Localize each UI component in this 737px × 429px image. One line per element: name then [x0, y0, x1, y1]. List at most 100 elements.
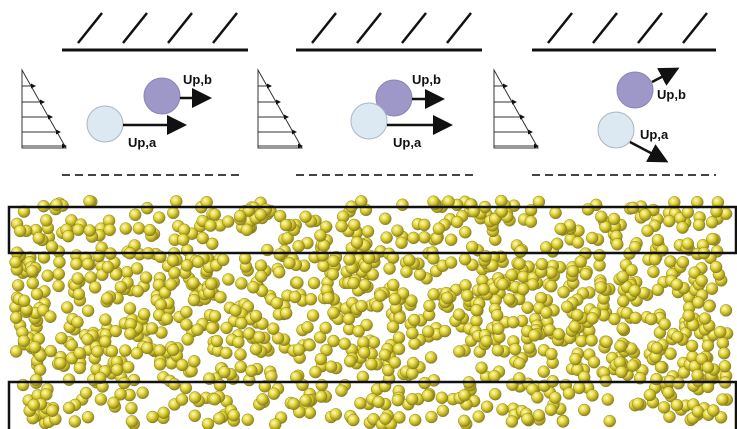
sphere	[99, 313, 112, 326]
sphere	[537, 365, 550, 378]
sphere	[205, 321, 219, 335]
top-wall	[296, 12, 482, 52]
sphere	[495, 195, 508, 208]
sphere	[44, 310, 57, 323]
sphere	[280, 306, 293, 320]
sphere	[459, 279, 472, 292]
sphere	[180, 305, 193, 319]
sphere	[544, 403, 558, 417]
sphere	[71, 272, 85, 285]
sphere	[571, 308, 584, 322]
sphere	[160, 312, 174, 326]
sphere	[706, 232, 719, 246]
sphere	[441, 291, 454, 305]
sphere	[477, 283, 490, 296]
sphere	[180, 259, 194, 272]
sphere	[366, 268, 379, 281]
sphere	[379, 212, 392, 225]
sphere	[672, 377, 685, 390]
sphere	[458, 389, 471, 402]
particle-a	[86, 105, 124, 143]
sphere	[521, 412, 534, 426]
sphere	[467, 205, 480, 218]
sphere	[587, 355, 601, 369]
sphere	[445, 233, 458, 246]
sphere	[166, 343, 180, 357]
sphere	[698, 312, 712, 325]
sphere	[208, 208, 222, 221]
sphere	[489, 387, 502, 401]
sphere	[175, 393, 189, 406]
sphere	[594, 281, 607, 294]
sphere	[258, 380, 271, 393]
sphere	[549, 391, 562, 404]
sphere	[187, 293, 201, 307]
sphere	[37, 251, 51, 264]
sphere	[535, 257, 549, 271]
sphere	[403, 253, 416, 267]
sphere	[421, 389, 434, 402]
sphere	[73, 346, 86, 360]
sphere	[114, 280, 128, 294]
sphere	[396, 198, 409, 212]
sphere	[41, 269, 54, 283]
sphere	[327, 306, 340, 320]
sphere	[645, 312, 658, 326]
top-wall	[62, 12, 248, 52]
sphere	[94, 393, 108, 406]
sphere	[81, 333, 94, 346]
sphere	[709, 260, 723, 274]
sphere	[18, 294, 31, 308]
sphere	[408, 313, 421, 327]
sphere	[607, 212, 621, 226]
sphere	[71, 315, 84, 329]
sphere	[255, 270, 268, 283]
sphere-cloud	[9, 195, 734, 429]
sphere	[616, 322, 629, 335]
sphere	[695, 274, 708, 287]
sphere	[79, 386, 93, 400]
sphere	[201, 417, 215, 429]
sphere	[691, 405, 705, 418]
sphere	[545, 279, 558, 293]
sphere	[409, 413, 422, 427]
sphere	[625, 263, 638, 277]
sphere	[309, 365, 322, 379]
sphere	[466, 240, 479, 254]
sphere	[191, 255, 205, 269]
sphere	[650, 372, 663, 386]
bottom-wall-region-box	[7, 380, 737, 429]
sphere	[438, 324, 452, 338]
label-b: Up,b	[183, 72, 212, 87]
sphere	[496, 278, 509, 291]
sphere	[418, 218, 431, 232]
sphere	[549, 206, 562, 220]
sphere	[418, 231, 431, 244]
sphere	[40, 214, 53, 227]
sphere	[27, 398, 40, 412]
sphere	[218, 365, 231, 379]
sphere	[32, 231, 45, 245]
sphere	[107, 396, 120, 410]
sphere	[26, 264, 39, 278]
sphere	[235, 277, 248, 290]
sphere	[407, 356, 420, 370]
sphere	[444, 256, 458, 269]
sphere	[459, 226, 472, 239]
sphere	[562, 387, 576, 400]
sphere	[98, 335, 112, 348]
sphere	[55, 331, 68, 345]
sphere	[352, 325, 365, 338]
sphere	[629, 311, 642, 325]
sphere	[320, 220, 333, 233]
sphere	[551, 237, 564, 250]
sphere	[539, 241, 553, 254]
sphere	[14, 224, 27, 238]
sphere	[30, 373, 43, 387]
sphere	[136, 386, 149, 400]
sphere	[157, 406, 170, 420]
particle-b	[143, 77, 181, 115]
sphere	[307, 276, 321, 290]
sphere	[361, 225, 375, 238]
sphere	[601, 393, 614, 406]
